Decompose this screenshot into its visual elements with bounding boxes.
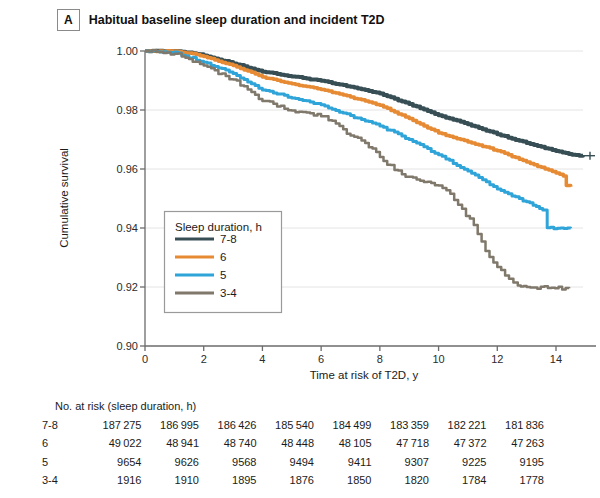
figure-title: Habitual baseline sleep duration and inc… xyxy=(89,13,385,27)
risk-value: 9411 xyxy=(314,453,372,472)
risk-value: 9225 xyxy=(429,453,487,472)
risk-value: 186 426 xyxy=(199,416,257,435)
risk-value: 186 995 xyxy=(142,416,200,435)
risk-value: 185 540 xyxy=(257,416,315,435)
risk-value: 9307 xyxy=(372,453,430,472)
risk-value: 1916 xyxy=(84,471,142,490)
risk-row-label: 5 xyxy=(0,453,84,472)
risk-value: 47 263 xyxy=(487,434,545,453)
risk-value: 1778 xyxy=(487,471,545,490)
risk-table-rows: 7-8187 275186 995186 426185 540184 49918… xyxy=(0,416,600,490)
survival-figure-panel-a: A Habitual baseline sleep duration and i… xyxy=(0,0,600,498)
x-axis-title: Time at risk of T2D, y xyxy=(310,369,419,381)
x-tick-label: 0 xyxy=(142,353,148,365)
survival-curve-5 xyxy=(145,51,571,229)
risk-value: 47 718 xyxy=(372,434,430,453)
legend-item-label: 3-4 xyxy=(220,287,237,299)
risk-value: 48 740 xyxy=(199,434,257,453)
x-tick-label: 8 xyxy=(377,353,383,365)
risk-row-label: 7-8 xyxy=(0,416,84,435)
risk-value: 1895 xyxy=(199,471,257,490)
figure-header: A Habitual baseline sleep duration and i… xyxy=(57,9,385,31)
y-tick-label: 0.96 xyxy=(117,163,138,175)
legend-item-label: 6 xyxy=(220,251,226,263)
legend-item-label: 5 xyxy=(220,269,226,281)
x-tick-label: 12 xyxy=(491,353,503,365)
risk-row-label: 6 xyxy=(0,434,84,453)
y-tick-label: 0.98 xyxy=(117,104,138,116)
x-tick-label: 2 xyxy=(201,353,207,365)
risk-value: 1910 xyxy=(142,471,200,490)
x-tick-label: 14 xyxy=(550,353,562,365)
x-tick-label: 10 xyxy=(432,353,444,365)
risk-value: 9494 xyxy=(257,453,315,472)
y-tick-label: 0.90 xyxy=(117,340,138,352)
risk-value: 48 941 xyxy=(142,434,200,453)
risk-value: 9626 xyxy=(142,453,200,472)
y-tick-label: 0.92 xyxy=(117,281,138,293)
risk-value: 49 022 xyxy=(84,434,142,453)
risk-value: 1850 xyxy=(314,471,372,490)
y-axis-title: Cumulative survival xyxy=(58,148,70,248)
risk-row-3-4: 3-419161910189518761850182017841778 xyxy=(0,471,600,490)
risk-value: 9654 xyxy=(84,453,142,472)
panel-label-box: A xyxy=(57,9,80,31)
risk-value: 1876 xyxy=(257,471,315,490)
risk-value: 183 359 xyxy=(372,416,430,435)
risk-value: 48 105 xyxy=(314,434,372,453)
legend-item-label: 7-8 xyxy=(220,233,237,245)
x-tick-label: 4 xyxy=(259,353,265,365)
risk-value: 1784 xyxy=(429,471,487,490)
risk-value: 1820 xyxy=(372,471,430,490)
y-tick-label: 0.94 xyxy=(117,222,138,234)
risk-row-5: 596549626956894949411930792259195 xyxy=(0,453,600,472)
risk-value: 9195 xyxy=(487,453,545,472)
risk-value: 187 275 xyxy=(84,416,142,435)
risk-value: 182 221 xyxy=(429,416,487,435)
legend-box: Sleep duration, h 7-8 6 5 3-4 xyxy=(165,212,282,313)
risk-value: 48 448 xyxy=(257,434,315,453)
y-tick-label: 1.00 xyxy=(117,45,138,57)
number-at-risk-table: No. at risk (sleep duration, h) 7-8187 2… xyxy=(0,397,600,490)
risk-row-7-8: 7-8187 275186 995186 426185 540184 49918… xyxy=(0,416,600,435)
risk-value: 9568 xyxy=(199,453,257,472)
risk-row-label: 3-4 xyxy=(0,471,84,490)
risk-value: 184 499 xyxy=(314,416,372,435)
legend-title: Sleep duration, h xyxy=(175,221,262,233)
risk-value: 47 372 xyxy=(429,434,487,453)
risk-value: 181 836 xyxy=(487,416,545,435)
risk-table-header: No. at risk (sleep duration, h) xyxy=(0,397,600,416)
x-tick-label: 6 xyxy=(318,353,324,365)
risk-row-6: 649 02248 94148 74048 44848 10547 71847 … xyxy=(0,434,600,453)
